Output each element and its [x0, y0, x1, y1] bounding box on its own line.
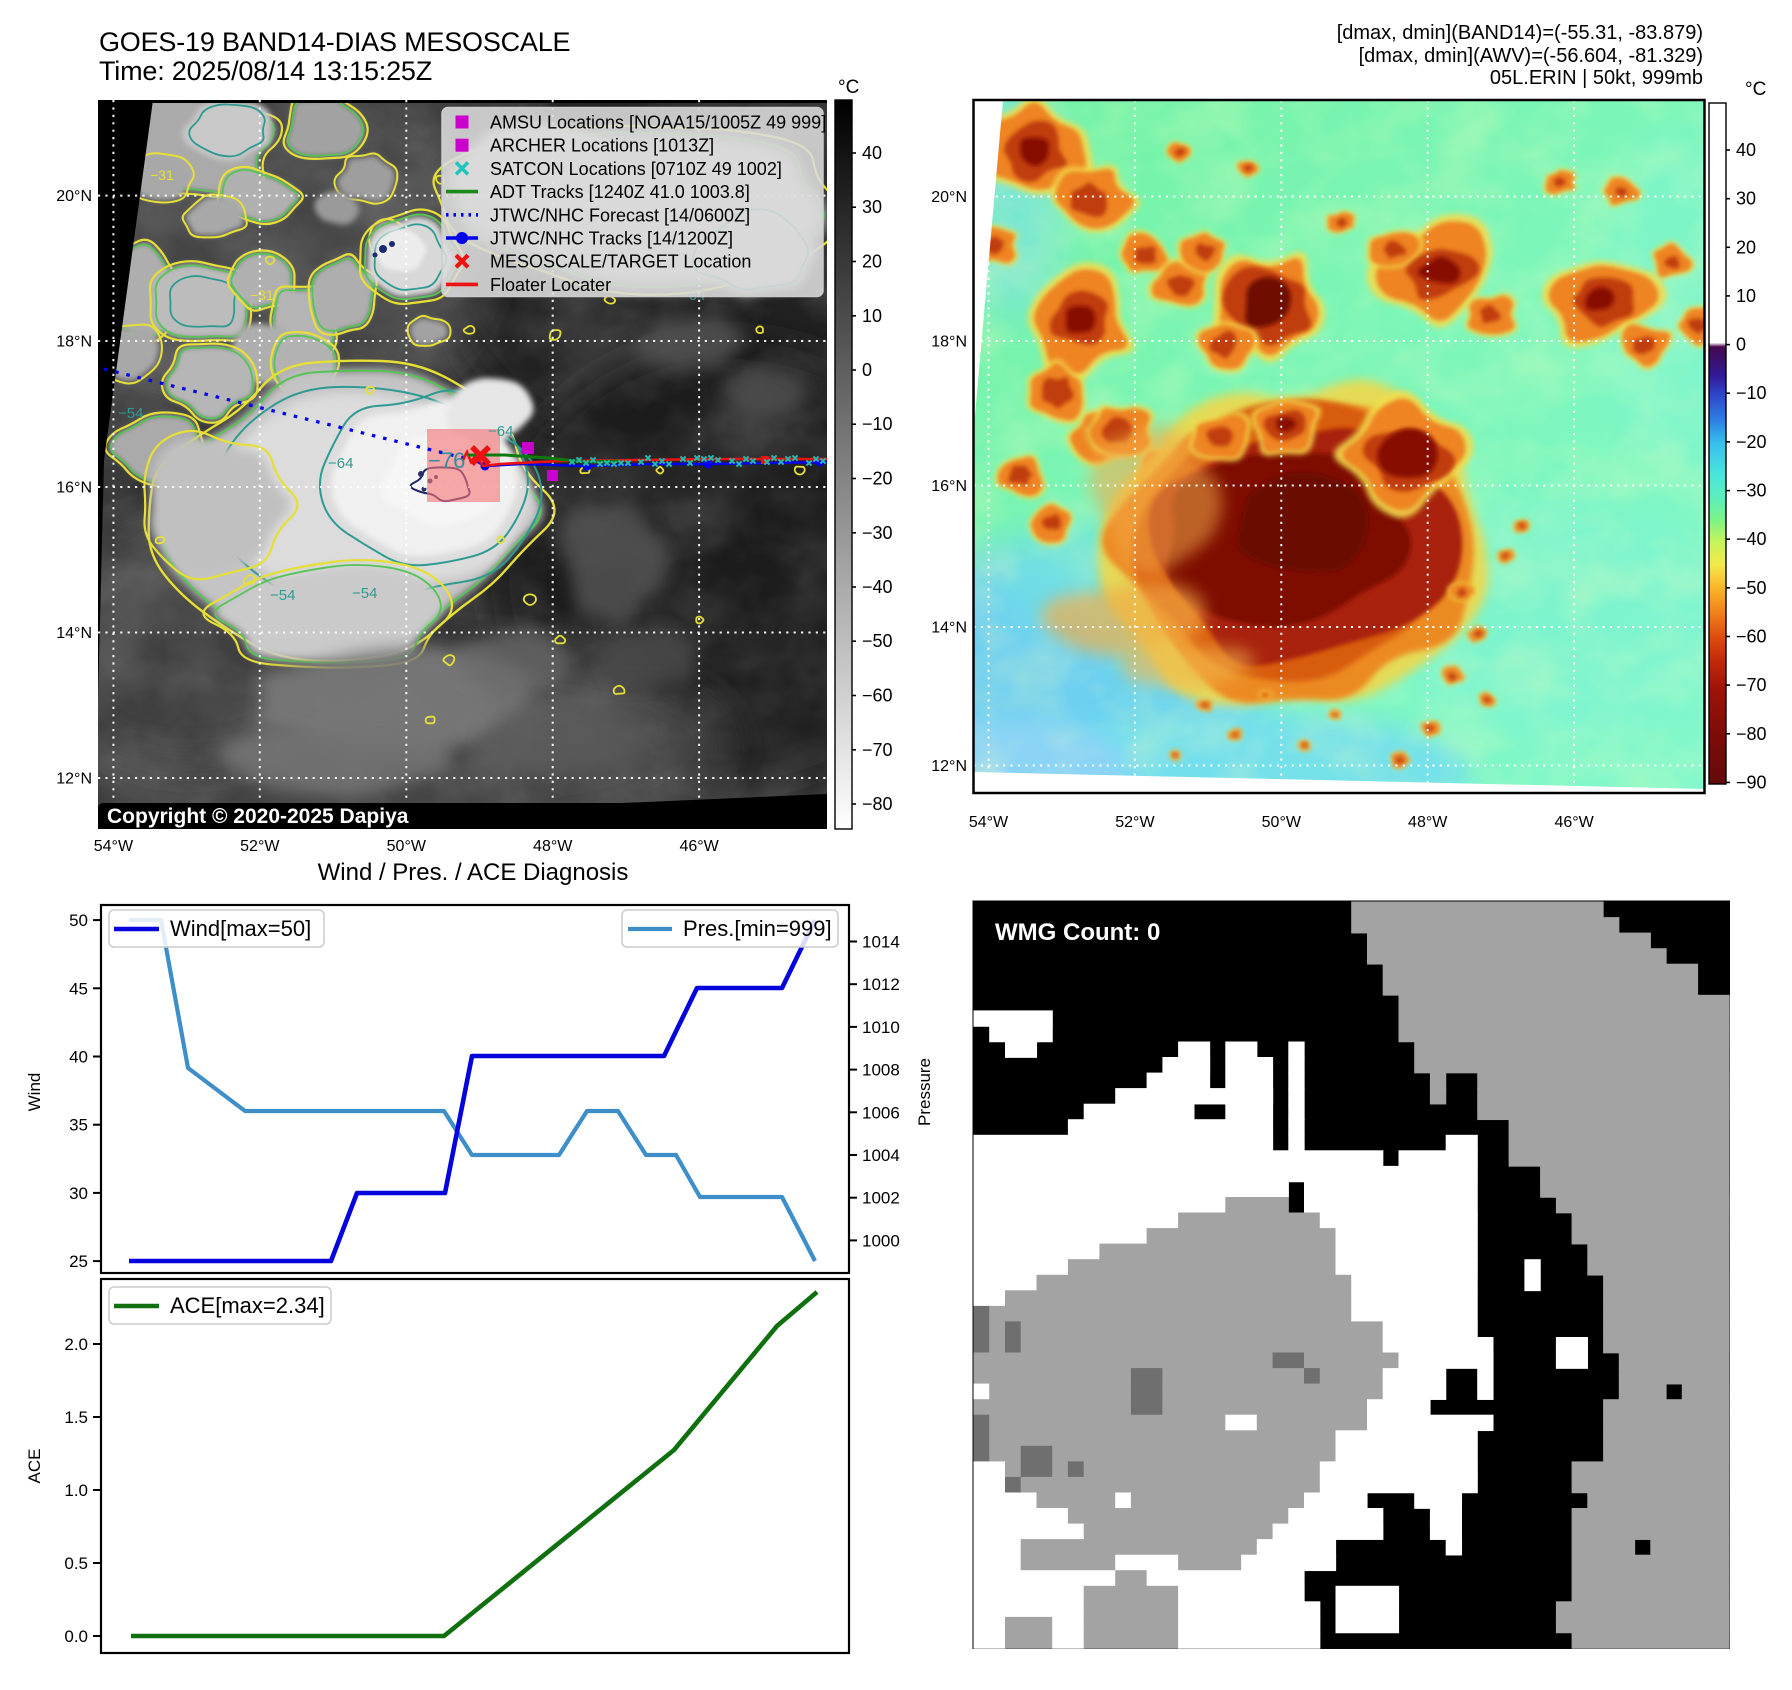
svg-text:−40: −40	[1736, 529, 1767, 549]
svg-text:52°W: 52°W	[1115, 814, 1155, 831]
svg-text:0: 0	[1736, 335, 1746, 355]
svg-text:54°W: 54°W	[969, 814, 1009, 831]
svg-text:40: 40	[862, 143, 882, 163]
svg-text:1014: 1014	[862, 933, 900, 952]
svg-text:−54: −54	[352, 585, 377, 602]
svg-text:−70: −70	[1736, 675, 1767, 695]
svg-text:20: 20	[862, 252, 882, 272]
svg-text:54°W: 54°W	[94, 838, 134, 855]
svg-text:ADT Tracks [1240Z 41.0 1003.8]: ADT Tracks [1240Z 41.0 1003.8]	[490, 182, 750, 202]
svg-text:20°N: 20°N	[56, 188, 92, 205]
svg-text:30: 30	[862, 197, 882, 217]
svg-text:GOES-19 BAND14-DIAS MESOSCALE: GOES-19 BAND14-DIAS MESOSCALE	[99, 27, 570, 57]
svg-text:14°N: 14°N	[931, 620, 967, 637]
svg-text:−80: −80	[1736, 724, 1767, 744]
svg-text:[dmax, dmin](BAND14)=(-55.31,: [dmax, dmin](BAND14)=(-55.31, -83.879)	[1337, 22, 1703, 44]
svg-text:52°W: 52°W	[240, 838, 280, 855]
svg-text:12°N: 12°N	[56, 771, 92, 788]
svg-text:−54: −54	[270, 587, 295, 604]
svg-text:−60: −60	[1736, 627, 1767, 647]
svg-text:2.0: 2.0	[64, 1335, 88, 1354]
svg-text:50°W: 50°W	[387, 838, 427, 855]
svg-text:1008: 1008	[862, 1061, 900, 1080]
svg-text:0.5: 0.5	[64, 1554, 88, 1573]
svg-text:−60: −60	[862, 686, 893, 706]
svg-text:14°N: 14°N	[56, 625, 92, 642]
svg-text:18°N: 18°N	[56, 334, 92, 351]
svg-text:35: 35	[69, 1116, 88, 1135]
svg-text:Wind[max=50]: Wind[max=50]	[170, 916, 311, 941]
svg-text:05L.ERIN | 50kt, 999mb: 05L.ERIN | 50kt, 999mb	[1490, 67, 1703, 89]
svg-text:−90: −90	[1736, 772, 1767, 792]
svg-text:40: 40	[69, 1048, 88, 1067]
svg-text:50°W: 50°W	[1262, 814, 1302, 831]
svg-text:ACE: ACE	[25, 1449, 44, 1484]
svg-text:1010: 1010	[862, 1018, 900, 1037]
svg-text:0.0: 0.0	[64, 1627, 88, 1646]
svg-text:10: 10	[862, 306, 882, 326]
svg-text:18°N: 18°N	[931, 334, 967, 351]
svg-text:−31: −31	[150, 167, 174, 183]
svg-text:45: 45	[69, 979, 88, 998]
svg-text:[dmax, dmin](AWV)=(-56.604, -8: [dmax, dmin](AWV)=(-56.604, -81.329)	[1359, 45, 1703, 67]
svg-text:−20: −20	[1736, 432, 1767, 452]
svg-text:0: 0	[862, 360, 872, 380]
svg-text:16°N: 16°N	[931, 478, 967, 495]
svg-text:WMG Count: 0: WMG Count: 0	[995, 919, 1160, 946]
svg-text:30: 30	[1736, 189, 1756, 209]
svg-text:−80: −80	[862, 794, 893, 814]
svg-text:12°N: 12°N	[931, 758, 967, 775]
svg-text:Copyright © 2020-2025 Dapiya: Copyright © 2020-2025 Dapiya	[107, 805, 409, 828]
svg-text:50: 50	[69, 911, 88, 930]
svg-text:°C: °C	[838, 77, 859, 98]
svg-text:SATCON Locations [0710Z 49 100: SATCON Locations [0710Z 49 1002]	[490, 159, 782, 179]
svg-text:Pres.[min=999]: Pres.[min=999]	[683, 916, 832, 941]
svg-text:−10: −10	[862, 414, 893, 434]
svg-text:Time: 2025/08/14 13:15:25Z: Time: 2025/08/14 13:15:25Z	[99, 56, 432, 86]
svg-text:1000: 1000	[862, 1231, 900, 1250]
svg-text:−64: −64	[328, 455, 353, 472]
svg-text:10: 10	[1736, 286, 1756, 306]
svg-text:−30: −30	[862, 523, 893, 543]
svg-text:−10: −10	[1736, 383, 1767, 403]
svg-text:46°W: 46°W	[679, 838, 719, 855]
svg-text:1006: 1006	[862, 1103, 900, 1122]
svg-text:−50: −50	[1736, 578, 1767, 598]
svg-text:48°W: 48°W	[533, 838, 573, 855]
svg-text:−64: −64	[488, 423, 513, 440]
svg-text:−30: −30	[1736, 481, 1767, 501]
svg-text:JTWC/NHC Tracks [14/1200Z]: JTWC/NHC Tracks [14/1200Z]	[490, 229, 733, 249]
svg-text:Wind / Pres. / ACE Diagnosis: Wind / Pres. / ACE Diagnosis	[318, 859, 629, 886]
svg-text:1.0: 1.0	[64, 1481, 88, 1500]
svg-text:16°N: 16°N	[56, 480, 92, 497]
svg-text:1002: 1002	[862, 1189, 900, 1208]
svg-text:−40: −40	[862, 577, 893, 597]
svg-text:−70: −70	[862, 740, 893, 760]
svg-text:1012: 1012	[862, 975, 900, 994]
svg-text:20°N: 20°N	[931, 189, 967, 206]
svg-text:20: 20	[1736, 237, 1756, 257]
svg-text:−31: −31	[250, 287, 274, 303]
svg-text:MESOSCALE/TARGET Location: MESOSCALE/TARGET Location	[490, 252, 751, 272]
svg-text:ARCHER Locations [1013Z]: ARCHER Locations [1013Z]	[490, 136, 714, 156]
svg-text:25: 25	[69, 1252, 88, 1271]
svg-text:48°W: 48°W	[1408, 814, 1448, 831]
svg-text:JTWC/NHC Forecast [14/0600Z]: JTWC/NHC Forecast [14/0600Z]	[490, 205, 750, 225]
svg-text:−20: −20	[862, 469, 893, 489]
svg-text:46°W: 46°W	[1554, 814, 1594, 831]
svg-text:−76: −76	[428, 448, 465, 473]
svg-text:°C: °C	[1745, 79, 1766, 100]
svg-text:1004: 1004	[862, 1146, 900, 1165]
svg-text:ACE[max=2.34]: ACE[max=2.34]	[170, 1293, 325, 1318]
svg-text:Pressure: Pressure	[915, 1058, 934, 1126]
svg-text:30: 30	[69, 1184, 88, 1203]
svg-text:40: 40	[1736, 140, 1756, 160]
svg-text:Floater Locater: Floater Locater	[490, 275, 611, 295]
svg-text:−54: −54	[118, 405, 143, 422]
svg-text:Wind: Wind	[25, 1073, 44, 1112]
svg-text:1.5: 1.5	[64, 1408, 88, 1427]
svg-text:AMSU Locations [NOAA15/1005Z 4: AMSU Locations [NOAA15/1005Z 49 999]	[490, 113, 826, 133]
svg-text:−50: −50	[862, 631, 893, 651]
